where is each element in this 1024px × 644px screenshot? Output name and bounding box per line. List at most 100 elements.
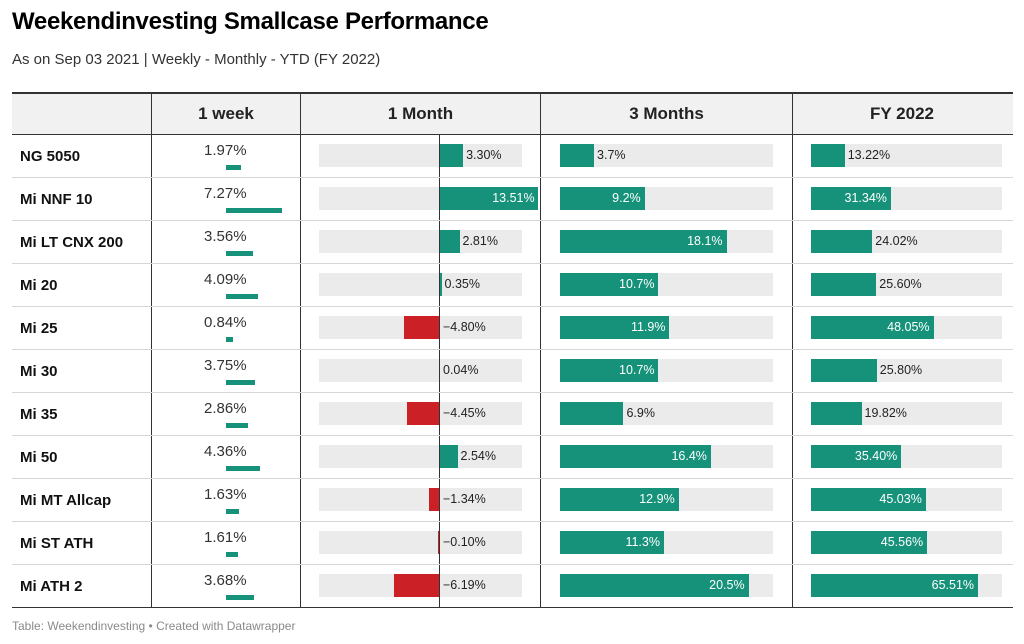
- three-months-value: 12.9%: [639, 492, 675, 506]
- month-bar: [439, 144, 464, 167]
- chart-title: Weekendinvesting Smallcase Performance: [12, 8, 489, 35]
- cell-1-month: −6.19%: [300, 565, 540, 607]
- cell-3-months: 11.3%: [540, 522, 792, 564]
- fy-2022-track: 65.51%: [811, 574, 1002, 597]
- three-months-value: 6.9%: [626, 406, 655, 420]
- three-months-value: 20.5%: [709, 578, 745, 592]
- three-months-bar: [560, 273, 659, 296]
- row-name: Mi ST ATH: [20, 534, 94, 552]
- table-row: NG 5050 1.97% 3.30% 3.7% 13.22%: [12, 135, 1013, 178]
- three-months-value: 3.7%: [597, 148, 626, 162]
- zero-line: [439, 264, 440, 306]
- week-value: 1.61%: [204, 529, 247, 546]
- fy-2022-value: 65.51%: [931, 578, 975, 592]
- zero-line: [439, 479, 440, 521]
- fy-2022-track: 19.82%: [811, 402, 1002, 425]
- three-months-track: 10.7%: [560, 273, 773, 296]
- fy-2022-bar: [811, 230, 873, 253]
- month-value: −4.45%: [443, 406, 486, 420]
- three-months-track: 6.9%: [560, 402, 773, 425]
- row-name: Mi 25: [20, 319, 58, 337]
- week-value: 1.63%: [204, 486, 247, 503]
- table-row: Mi ATH 2 3.68% −6.19% 20.5% 65.51%: [12, 565, 1013, 607]
- three-months-value: 11.9%: [630, 320, 666, 334]
- table-row: Mi LT CNX 200 3.56% 2.81% 18.1% 24.02%: [12, 221, 1013, 264]
- week-value: 1.97%: [204, 142, 247, 159]
- month-value: −4.80%: [443, 320, 486, 334]
- three-months-bar: [560, 402, 624, 425]
- source-footer: Table: Weekendinvesting • Created with D…: [12, 619, 296, 633]
- month-track: −1.34%: [319, 479, 522, 521]
- table-body: NG 5050 1.97% 3.30% 3.7% 13.22% Mi NNF 10 7.27…: [12, 135, 1013, 607]
- week-bar: [226, 466, 260, 471]
- table-row: Mi 35 2.86% −4.45% 6.9% 19.82%: [12, 393, 1013, 436]
- fy-2022-value: 45.03%: [879, 492, 922, 506]
- fy-2022-bar: [811, 187, 891, 210]
- week-bar: [226, 595, 255, 600]
- header-3-months: 3 Months: [540, 94, 792, 134]
- fy-2022-track: 13.22%: [811, 144, 1002, 167]
- three-months-track: 11.9%: [560, 316, 773, 339]
- month-value: 3.30%: [466, 148, 502, 162]
- three-months-bar: [560, 445, 711, 468]
- fy-2022-value: 45.56%: [880, 535, 924, 549]
- three-months-bar: [560, 144, 595, 167]
- cell-1-month: 13.51%: [300, 178, 540, 220]
- fy-2022-track: 24.02%: [811, 230, 1002, 253]
- cell-1-week: 7.27%: [151, 178, 300, 220]
- cell-3-months: 12.9%: [540, 479, 792, 521]
- three-months-track: 3.7%: [560, 144, 773, 167]
- table-row: Mi NNF 10 7.27% 13.51% 9.2% 31.34%: [12, 178, 1013, 221]
- fy-2022-value: 48.05%: [887, 320, 930, 334]
- row-name: Mi 50: [20, 448, 58, 466]
- fy-2022-bar: [811, 316, 934, 339]
- cell-3-months: 20.5%: [540, 565, 792, 607]
- cell-fy-2022: 45.03%: [792, 479, 1011, 521]
- week-value: 3.75%: [204, 357, 247, 374]
- header-fy-2022: FY 2022: [792, 94, 1011, 134]
- row-name: Mi MT Allcap: [20, 491, 112, 509]
- cell-fy-2022: 31.34%: [792, 178, 1011, 220]
- three-months-track: 9.2%: [560, 187, 773, 210]
- cell-1-week: 4.09%: [151, 264, 300, 306]
- table-row: Mi 25 0.84% −4.80% 11.9% 48.05%: [12, 307, 1013, 350]
- month-track: 0.04%: [319, 350, 522, 392]
- three-months-bar: [560, 187, 645, 210]
- cell-3-months: 16.4%: [540, 436, 792, 478]
- month-track: −4.80%: [319, 307, 522, 349]
- zero-line: [439, 522, 440, 564]
- three-months-bar: [560, 230, 727, 253]
- cell-1-week: 1.61%: [151, 522, 300, 564]
- week-value: 4.09%: [204, 271, 247, 288]
- cell-1-week: 1.63%: [151, 479, 300, 521]
- zero-line: [439, 393, 440, 435]
- cell-1-month: 2.54%: [300, 436, 540, 478]
- month-bar: [403, 316, 439, 339]
- cell-1-week: 4.36%: [151, 436, 300, 478]
- month-track: −6.19%: [319, 565, 522, 607]
- cell-fy-2022: 25.60%: [792, 264, 1011, 306]
- table-row: Mi 20 4.09% 0.35% 10.7% 25.60%: [12, 264, 1013, 307]
- fy-2022-track: 25.60%: [811, 273, 1002, 296]
- row-name: Mi 35: [20, 405, 58, 423]
- week-bar: [226, 552, 239, 557]
- three-months-value: 18.1%: [687, 234, 723, 248]
- month-bar: [438, 531, 439, 554]
- zero-line: [439, 350, 440, 392]
- fy-2022-track: 45.56%: [811, 531, 1002, 554]
- three-months-track: 18.1%: [560, 230, 773, 253]
- cell-1-week: 3.68%: [151, 565, 300, 607]
- cell-1-month: 0.35%: [300, 264, 540, 306]
- month-value: 13.51%: [492, 191, 535, 205]
- table-row: Mi 50 4.36% 2.54% 16.4% 35.40%: [12, 436, 1013, 479]
- week-bar: [226, 208, 282, 213]
- month-bar: [439, 273, 442, 296]
- fy-2022-bar: [811, 273, 877, 296]
- cell-3-months: 10.7%: [540, 350, 792, 392]
- cell-fy-2022: 45.56%: [792, 522, 1011, 564]
- fy-2022-bar: [811, 144, 845, 167]
- zero-line: [439, 307, 440, 349]
- three-months-value: 10.7%: [619, 277, 655, 291]
- three-months-value: 9.2%: [612, 191, 641, 205]
- row-name: Mi 30: [20, 362, 58, 380]
